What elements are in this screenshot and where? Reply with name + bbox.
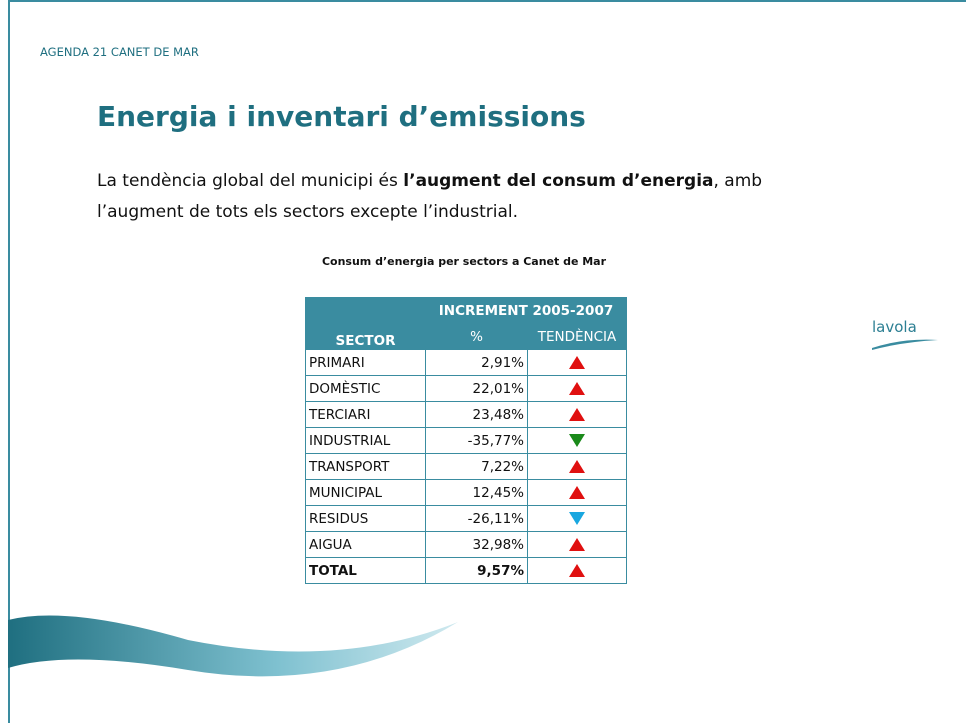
trend-cell (527, 453, 627, 480)
logo-text: lavola (872, 318, 917, 336)
text: La tendència global del municipi és (97, 171, 404, 191)
logo-swoosh (872, 339, 938, 350)
table-body: PRIMARI 2,91% DOMÈSTIC 22,01% TERCIARI 23,48%… (305, 349, 627, 584)
header-row: SECTOR INCREMENT 2005-2007 (305, 297, 627, 350)
percent-cell: 32,98% (425, 531, 528, 558)
header-cell: INCREMENT 2005-2007 (425, 297, 627, 324)
percent-cell: 9,57% (425, 557, 528, 584)
trend-arrow (569, 408, 585, 421)
trend-cell (527, 349, 627, 376)
sector-cell: PRIMARI (305, 349, 426, 376)
table-row: TERCIARI 23,48% (305, 401, 627, 428)
frame-line (8, 0, 10, 723)
sector-cell: MUNICIPAL (305, 479, 426, 506)
sector-cell: RESIDUS (305, 505, 426, 532)
sector-cell: TOTAL (305, 557, 426, 584)
trend-arrow (569, 434, 585, 447)
bold-text: l’augment del consum d’energia (403, 171, 714, 191)
percent-cell: 2,91% (425, 349, 528, 376)
trend-cell (527, 375, 627, 402)
paragraph: La tendència global del municipi és l’au… (97, 166, 762, 228)
percent-cell: 7,22% (425, 453, 528, 480)
trend-arrow (569, 382, 585, 395)
table-row: DOMÈSTIC 22,01% (305, 375, 627, 402)
trend-cell (527, 401, 627, 428)
percent-cell: 23,48% (425, 401, 528, 428)
header-cell: SECTOR (305, 297, 426, 350)
slide-title: Energia i inventari d’emissions (97, 100, 586, 133)
table-row: TRANSPORT 7,22% (305, 453, 627, 480)
table-row: MUNICIPAL 12,45% (305, 479, 627, 506)
sector-cell: TERCIARI (305, 401, 426, 428)
trend-cell (527, 427, 627, 454)
table-row: AIGUA 32,98% (305, 531, 627, 558)
trend-arrow (569, 512, 585, 525)
trend-arrow (569, 486, 585, 499)
table-row: INDUSTRIAL -35,77% (305, 427, 627, 454)
trend-arrow (569, 564, 585, 577)
trend-cell (527, 557, 627, 584)
text: , amb (713, 171, 763, 191)
header-cell: % (425, 323, 528, 350)
wave-decoration (8, 615, 458, 677)
logo: lavola (872, 318, 938, 350)
sector-cell: DOMÈSTIC (305, 375, 426, 402)
kicker: AGENDA 21 CANET DE MAR (40, 45, 199, 59)
table-row: PRIMARI 2,91% (305, 349, 627, 376)
trend-arrow (569, 538, 585, 551)
table-row: RESIDUS -26,11% (305, 505, 627, 532)
header-cell: TENDÈNCIA (527, 323, 627, 350)
percent-cell: 12,45% (425, 479, 528, 506)
trend-arrow (569, 460, 585, 473)
trend-cell (527, 531, 627, 558)
table-caption: Consum d’energia per sectors a Canet de … (321, 255, 607, 268)
data-table: SECTOR INCREMENT 2005-2007 % TENDÈNCIA P… (305, 297, 627, 584)
percent-cell: -26,11% (425, 505, 528, 532)
percent-cell: 22,01% (425, 375, 528, 402)
header-row: % TENDÈNCIA (306, 323, 627, 350)
table-row: TOTAL 9,57% (305, 557, 627, 584)
trend-cell (527, 505, 627, 532)
sector-cell: TRANSPORT (305, 453, 426, 480)
frame-line (8, 0, 966, 2)
percent-cell: -35,77% (425, 427, 528, 454)
sector-cell: AIGUA (305, 531, 426, 558)
trend-arrow (569, 356, 585, 369)
text: l’augment de tots els sectors excepte l’… (97, 202, 519, 222)
trend-cell (527, 479, 627, 506)
sector-cell: INDUSTRIAL (305, 427, 426, 454)
